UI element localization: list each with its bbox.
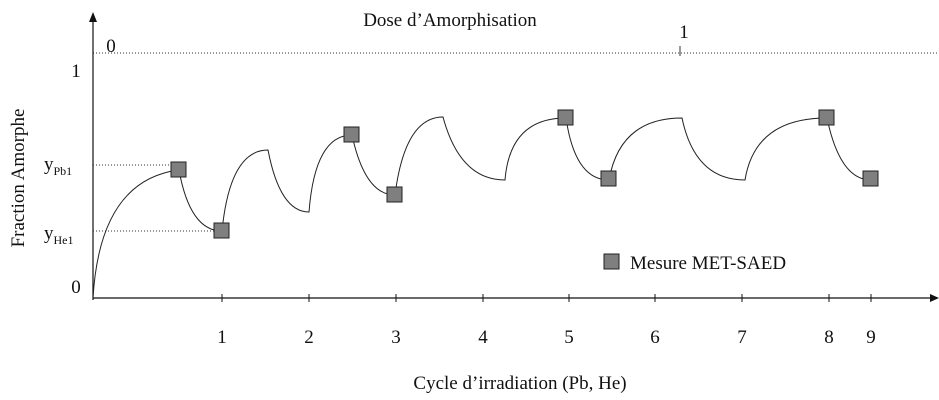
x-tick-label: 3	[391, 327, 401, 348]
y-arrow	[89, 12, 97, 22]
y-level-label: yHe1	[44, 223, 74, 247]
marker	[600, 170, 617, 187]
y-axis-title: Fraction Amorphe	[8, 109, 29, 248]
y-level-label: yPb1	[44, 154, 72, 178]
marker	[862, 170, 879, 187]
x-tick-label: 2	[304, 327, 314, 348]
y-tick-label: 1	[71, 61, 81, 82]
marker	[818, 109, 835, 126]
x-ticks: 1 2 3 4 5 6 7 8 9	[217, 294, 876, 348]
x-tick-label: 6	[650, 327, 660, 348]
x-arrow	[930, 294, 939, 302]
top-tick-label: 1	[679, 22, 689, 43]
x-tick-label: 7	[737, 327, 747, 348]
legend-label: Mesure MET-SAED	[630, 253, 786, 274]
legend-marker	[603, 253, 620, 270]
x-tick-label: 9	[866, 327, 876, 348]
curve	[92, 116, 872, 299]
marker	[386, 186, 403, 203]
x-tick-label: 5	[564, 327, 574, 348]
marker	[557, 109, 574, 126]
x-tick-label: 1	[217, 327, 227, 348]
x-tick-label: 4	[478, 327, 488, 348]
x-axis-title: Cycle d’irradiation (Pb, He)	[413, 373, 626, 394]
x-tick-label: 8	[824, 327, 834, 348]
marker	[343, 126, 360, 143]
markers	[170, 109, 879, 239]
marker	[170, 161, 187, 178]
top-tick-label: 0	[106, 36, 116, 57]
marker	[213, 222, 230, 239]
y-tick-label: 0	[71, 277, 81, 298]
title: Dose d’Amorphisation	[363, 10, 537, 31]
